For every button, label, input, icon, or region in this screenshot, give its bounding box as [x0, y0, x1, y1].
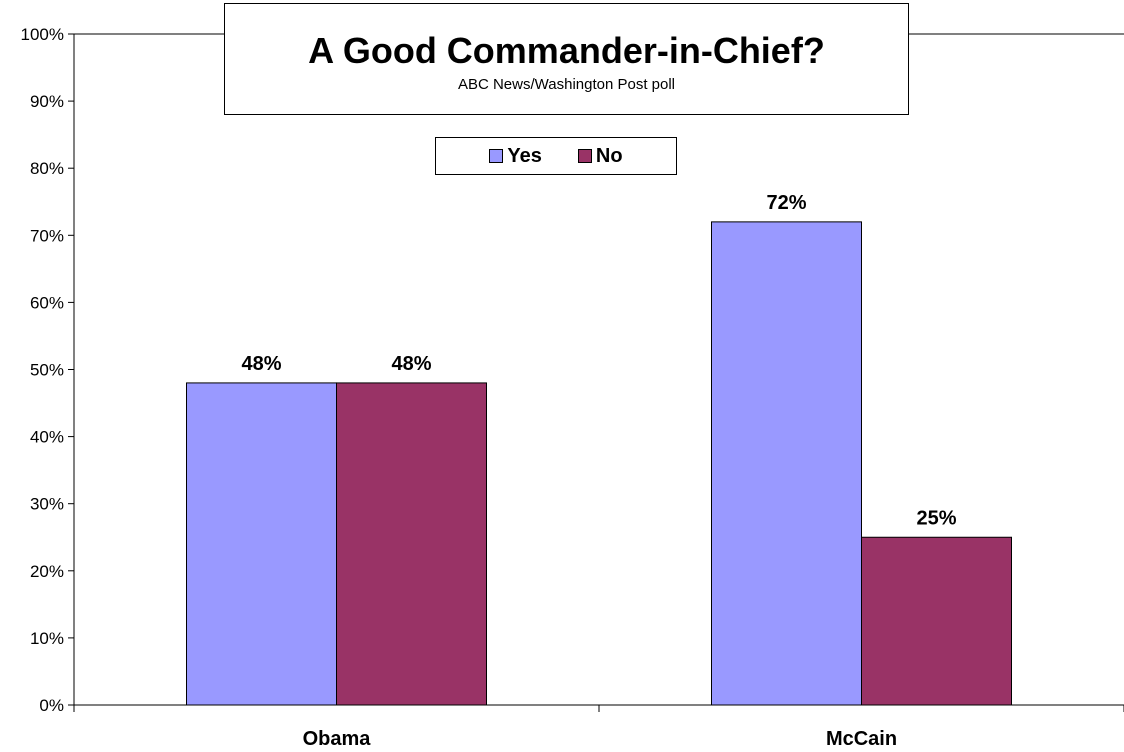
legend-label-yes: Yes: [507, 144, 542, 167]
legend-swatch-yes: [489, 149, 504, 163]
legend-item-no: No: [577, 144, 623, 168]
legend-label-no: No: [595, 144, 623, 167]
y-tick-label: 20%: [30, 562, 64, 581]
legend-item-yes: Yes: [489, 144, 542, 168]
y-tick-label: 0%: [39, 696, 64, 715]
y-tick-label: 70%: [30, 226, 64, 245]
legend: Yes No: [435, 137, 677, 175]
bar-yes-mccain: [711, 221, 862, 706]
y-tick-label: 100%: [21, 25, 64, 44]
data-label: 48%: [391, 353, 431, 375]
x-category-label: Obama: [303, 728, 372, 750]
y-tick-label: 40%: [30, 428, 64, 447]
bar-no-mccain: [861, 536, 1012, 706]
y-tick-label: 60%: [30, 293, 64, 312]
y-tick-label: 50%: [30, 361, 64, 380]
chart-title-box: A Good Commander-in-Chief? ABC News/Wash…: [224, 3, 909, 115]
chart-subtitle: ABC News/Washington Post poll: [457, 76, 676, 93]
y-tick-label: 90%: [30, 92, 64, 111]
y-tick-label: 10%: [30, 629, 64, 648]
x-category-label: McCain: [826, 728, 897, 750]
data-label: 72%: [766, 192, 806, 214]
bar-no-obama: [336, 382, 487, 706]
y-tick-label: 30%: [30, 495, 64, 514]
legend-swatch-no: [577, 149, 592, 163]
bar-yes-obama: [186, 382, 337, 706]
data-label: 48%: [241, 353, 281, 375]
chart-title: A Good Commander-in-Chief?: [308, 30, 825, 71]
data-label: 25%: [916, 507, 956, 529]
y-tick-label: 80%: [30, 159, 64, 178]
